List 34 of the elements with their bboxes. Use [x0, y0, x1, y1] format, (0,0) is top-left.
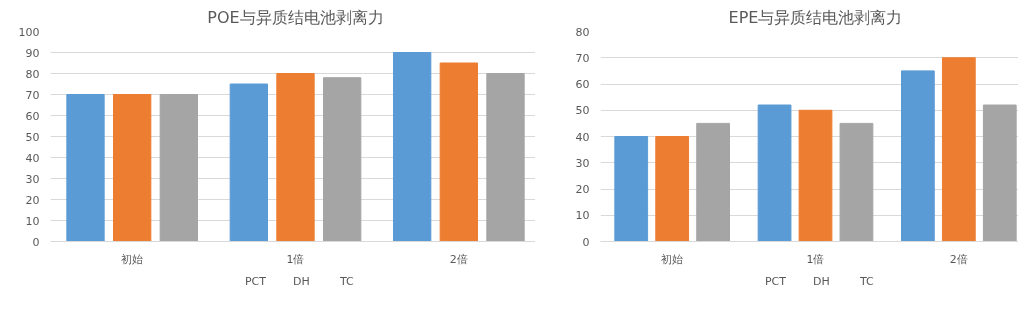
text: DH	[293, 274, 311, 288]
y-tick-label: 20	[575, 183, 590, 196]
chart-title: POE与异质结电池剥离力	[207, 7, 384, 27]
text: TC	[340, 274, 355, 288]
y-tick-label: 20	[25, 193, 40, 207]
y-tick-label: 60	[575, 78, 590, 91]
y-tick-label: 90	[25, 46, 40, 60]
text: DH	[813, 274, 831, 288]
y-tick-label: 40	[575, 130, 590, 144]
x-tick-label: 2倍	[449, 252, 468, 266]
x-tick-label: 初始	[121, 252, 144, 266]
y-tick-label: 0	[32, 235, 40, 249]
y-tick-label: 30	[575, 156, 590, 170]
y-tick-label: 80	[25, 67, 40, 81]
y-tick-label: 0	[582, 235, 590, 249]
x-tick-label: 初始	[661, 252, 684, 266]
x-tick-label: 1倍	[806, 252, 825, 266]
y-tick-label: 10	[25, 214, 40, 228]
y-tick-label: 100	[18, 25, 40, 39]
y-tick-label: 70	[25, 88, 40, 102]
y-tick-label: 70	[575, 51, 590, 65]
x-tick-label: 1倍	[286, 252, 305, 266]
x-tick-label: 2倍	[949, 252, 968, 266]
y-tick-label: 50	[25, 130, 40, 144]
y-tick-label: 50	[575, 104, 590, 118]
y-tick-label: 80	[575, 25, 590, 39]
text: TC	[860, 274, 875, 288]
chart-title: EPE与异质结电池剥离力	[728, 7, 903, 27]
y-tick-label: 10	[575, 209, 590, 223]
text: PCT	[244, 274, 267, 288]
y-tick-label: 30	[25, 172, 40, 186]
y-tick-label: 60	[25, 109, 40, 123]
y-tick-label: 40	[25, 151, 40, 165]
text: PCT	[764, 274, 787, 288]
